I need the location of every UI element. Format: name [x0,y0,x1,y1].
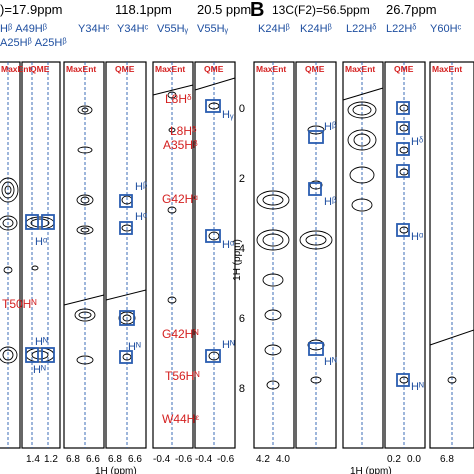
annot-hd: Hᵟ [411,136,423,148]
strip-label-a2: A25Hᵝ A25Hᵝ [0,37,67,49]
strip-label-b4: L22Hᵟ [386,23,416,35]
y-tick: 4 [239,243,245,255]
y-axis: 0 2 4 6 8 1H (ppm) [232,103,245,395]
strip-frame [63,61,105,449]
annot-l8h-mid: L8Hᵟ [170,124,197,138]
method-label: QME [305,64,325,74]
strip-label-a1: Hᵝ A49Hᵝ [0,23,47,35]
strip-label-a5: V55Hᵧ [157,23,189,35]
annot-hb2: Hᵝ [135,181,147,193]
contour-peaks [0,91,457,390]
x-tick: 6.6 [86,454,100,465]
red-annotations: L8Hᵟ L8Hᵟ A35Hᵝ G42Hᵅ T50Hᴺ G42Hᴺ T56Hᴺ … [2,92,200,426]
x-tick: 1.2 [44,454,58,465]
annot-t56h: T56Hᴺ [165,369,200,383]
strip-label-a6: V55Hᵧ [197,23,229,35]
annot-hn5: Hᴺ [324,356,337,368]
strip-frame [342,61,384,449]
method-label: MaxEnt [66,64,96,74]
annot-l8h-top: L8Hᵟ [165,92,192,106]
peak-boxes [25,99,410,387]
panel-b-label: B [250,0,264,21]
x-tick: 0.0 [407,454,421,465]
x-tick: -0.4 [195,454,213,465]
annot-hy: Hᵧ [222,109,234,121]
annot-g42h-n: G42Hᴺ [162,327,199,341]
x-tick: 4.0 [276,454,290,465]
method-label: MaxEnt [256,64,286,74]
blue-annotations: Hᵅ Hᴺ Hᴺ Hᵝ Hᵅ Hᴺ Hᵧ Hᵅ Hᴺ Hᵝ Hᵝ Hᴺ Hᵟ H… [33,109,424,393]
header-b-c-label: 13C(F2)=56.5ppm [272,3,370,17]
strip-label-b5: Y60Hᶜ [430,23,462,35]
annot-ha4: Hᵅ [411,231,423,243]
x-axis-ticks: 1.4 1.2 6.8 6.6 6.8 6.6 -0.4 -0.6 -0.4 -… [26,454,454,474]
x-tick: 6.8 [108,454,122,465]
method-labels: MaxEnt QME MaxEnt QME MaxEnt QME MaxEnt … [1,64,462,74]
annot-a35h: A35Hᵝ [163,138,198,152]
annot-hn2: Hᴺ [33,364,46,376]
annot-ha3: Hᵅ [222,239,234,251]
annot-hn: Hᴺ [35,336,48,348]
strip-label-b1: K24Hᵝ [258,23,290,35]
header-shift-2: 118.1ppm [115,2,172,17]
diagonal-lines [63,77,474,346]
strip-frame [253,61,295,449]
y-tick: 8 [239,383,245,395]
strip-label-b2: K24Hᵝ [300,23,332,35]
x-tick: 6.8 [440,454,454,465]
x-axis-label-b: 1H (ppm) [350,466,392,474]
y-tick: 6 [239,313,245,325]
annot-hn3: Hᴺ [128,341,141,353]
method-label: QME [30,64,50,74]
x-tick: -0.4 [153,454,171,465]
strip-frame [194,61,236,449]
annot-hb4: Hᵝ [324,196,336,208]
strip-frame [152,61,194,449]
x-tick: -0.6 [175,454,193,465]
strip-frame [0,61,21,449]
header-shift-1: )=17.9ppm [0,2,63,17]
method-label: MaxEnt [155,64,185,74]
strip-label-a3: Y34Hᶜ [78,23,110,35]
strip-frame [384,61,426,449]
strip-frame [21,61,61,449]
x-tick: 6.6 [128,454,142,465]
x-tick: 0.2 [387,454,401,465]
x-tick: 6.8 [66,454,80,465]
annot-t50h: T50Hᴺ [2,297,37,311]
method-label: MaxEnt [345,64,375,74]
x-tick: -0.6 [217,454,235,465]
strip-frame [105,61,147,449]
dashed-guides [7,62,453,448]
annot-hb3: Hᵝ [324,121,336,133]
y-tick: 0 [239,103,245,115]
method-label: QME [115,64,135,74]
annot-hn4: Hᴺ [222,339,235,351]
header-b-shift-2: 26.7ppm [386,2,437,17]
annot-hn6: Hᴺ [411,381,424,393]
header-shift-3: 20.5 ppm [197,2,251,17]
strip-label-b3: L22Hᵟ [346,23,376,35]
y-axis-label: 1H (ppm) [232,239,243,281]
annot-g42h-a: G42Hᵅ [162,192,198,206]
annot-w44h: W44Hᵋ [162,412,199,426]
y-tick: 2 [239,173,245,185]
annot-ha2: Hᵅ [135,211,147,223]
x-axis-label-a: 1H (ppm) [95,466,137,474]
x-tick: 1.4 [26,454,40,465]
strip-label-a4: Y34Hᶜ [117,23,149,35]
method-label: MaxEnt [1,64,31,74]
x-tick: 4.2 [256,454,270,465]
annot-hb: Hᵅ [35,236,47,248]
method-label: MaxEnt [432,64,462,74]
